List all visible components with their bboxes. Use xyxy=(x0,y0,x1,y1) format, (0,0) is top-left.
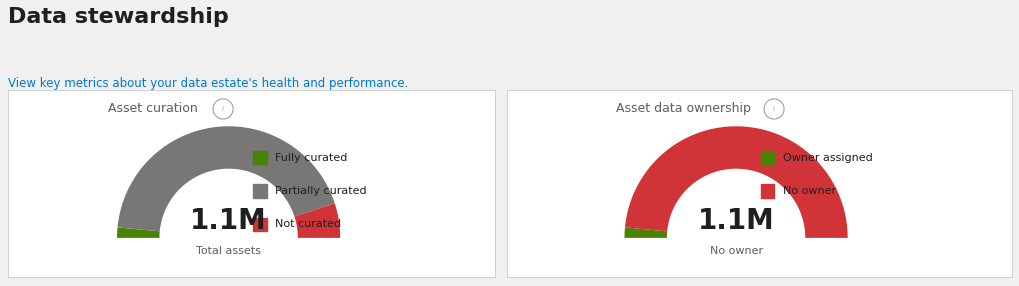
Text: No owner: No owner xyxy=(709,246,762,256)
Polygon shape xyxy=(294,203,340,238)
Text: Not curated: Not curated xyxy=(275,219,341,229)
Text: i: i xyxy=(222,106,224,112)
Polygon shape xyxy=(625,126,848,238)
Polygon shape xyxy=(117,227,160,238)
Text: View key metrics about your data estate's health and performance.: View key metrics about your data estate'… xyxy=(8,77,409,90)
Text: Partially curated: Partially curated xyxy=(275,186,367,196)
Text: Total assets: Total assets xyxy=(197,246,261,256)
Text: Asset curation: Asset curation xyxy=(108,102,198,115)
Polygon shape xyxy=(117,126,335,231)
Text: Data stewardship: Data stewardship xyxy=(8,7,229,27)
Text: i: i xyxy=(773,106,775,112)
Text: 1.1M: 1.1M xyxy=(191,207,267,235)
FancyBboxPatch shape xyxy=(760,151,774,164)
FancyBboxPatch shape xyxy=(253,218,267,231)
Text: 1.1M: 1.1M xyxy=(698,207,774,235)
Text: Fully curated: Fully curated xyxy=(275,152,347,162)
FancyBboxPatch shape xyxy=(253,184,267,198)
Text: No owner: No owner xyxy=(783,186,836,196)
Text: Owner assigned: Owner assigned xyxy=(783,152,872,162)
Polygon shape xyxy=(625,227,667,238)
FancyBboxPatch shape xyxy=(760,184,774,198)
FancyBboxPatch shape xyxy=(253,151,267,164)
Text: Asset data ownership: Asset data ownership xyxy=(615,102,750,115)
